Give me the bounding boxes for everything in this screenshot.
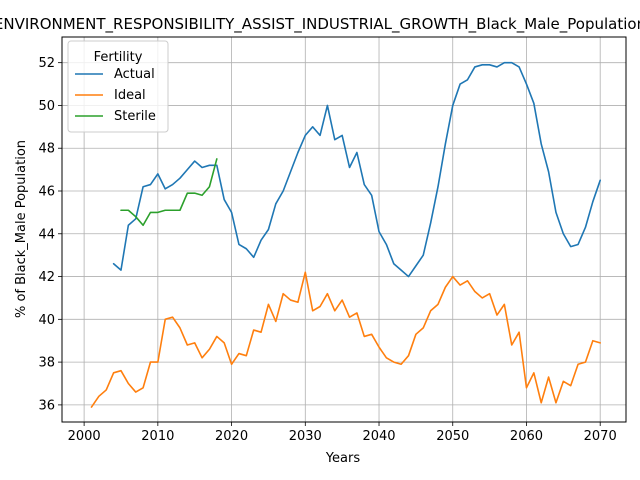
legend-title: Fertility (94, 50, 143, 65)
legend-entries: Actual Ideal Sterile (75, 67, 156, 124)
y-tick-label: 42 (38, 270, 55, 285)
x-tick-label: 2020 (215, 429, 248, 444)
x-tick-label: 2050 (436, 429, 469, 444)
legend-label-ideal: Ideal (114, 88, 146, 103)
x-tick-label: 2070 (584, 429, 617, 444)
series-line-sterile (120, 158, 218, 227)
y-tick-label: 46 (38, 185, 55, 200)
x-axis-ticks: 2000 2010 2020 2030 2040 2050 2060 2070 (68, 422, 617, 444)
x-tick-label: 2000 (68, 429, 101, 444)
x-tick-label: 2040 (362, 429, 395, 444)
series-lines (90, 61, 602, 408)
y-tick-label: 52 (38, 56, 55, 71)
series-line-actual (112, 61, 602, 278)
legend-label-actual: Actual (114, 67, 155, 82)
series-line-ideal (90, 271, 602, 408)
y-tick-label: 48 (38, 142, 55, 157)
plot-frame (61, 36, 627, 423)
x-tick-label: 2010 (141, 429, 174, 444)
legend: Fertility Actual Ideal Sterile (67, 40, 169, 133)
y-axis-label: % of Black_Male Population (14, 140, 29, 318)
y-tick-label: 36 (38, 398, 55, 413)
y-tick-label: 38 (38, 356, 55, 371)
y-tick-label: 44 (38, 227, 55, 242)
x-axis-label: Years (325, 451, 361, 466)
legend-box (67, 40, 169, 133)
gridlines (62, 37, 626, 422)
legend-label-sterile: Sterile (114, 109, 156, 124)
y-tick-label: 50 (38, 99, 55, 114)
chart-title: ENVIRONMENT_RESPONSIBILITY_ASSIST_INDUST… (0, 15, 640, 34)
x-tick-label: 2060 (510, 429, 543, 444)
x-tick-label: 2030 (289, 429, 322, 444)
y-tick-label: 40 (38, 313, 55, 328)
y-axis-ticks: 36 38 40 42 44 46 48 50 52 (38, 56, 62, 413)
